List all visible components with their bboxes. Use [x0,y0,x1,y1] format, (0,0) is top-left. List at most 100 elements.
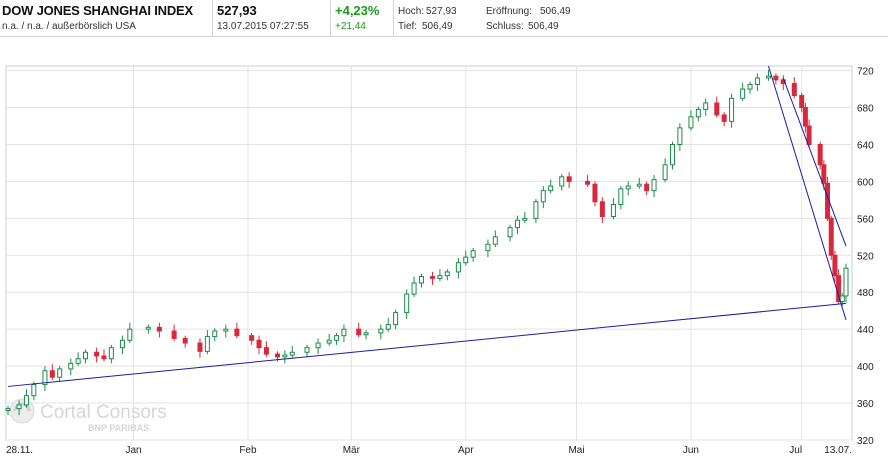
trendline [782,77,847,247]
candle-up [341,328,347,337]
candle-up [540,190,546,203]
candle-down [592,183,598,203]
quote-datetime: 13.07.2015 07:27:55 [217,21,309,32]
candle-up [677,127,683,145]
candle-up [83,351,89,360]
candle-up [16,404,22,410]
candle-down [356,328,362,336]
price-cell: 527,93 13.07.2015 07:27:55 [213,0,331,36]
y-tick-label: 320 [857,436,874,447]
x-tick-label: Feb [239,445,257,456]
candle-up [75,358,81,364]
candle-up [31,384,37,397]
plot-area [5,65,853,441]
open-value: 506,49 [540,6,571,17]
candle-up [669,143,675,166]
y-tick-label: 600 [857,177,874,188]
watermark-line1: Cortal Consors [40,402,167,423]
y-tick-label: 680 [857,104,874,115]
y-tick-label: 440 [857,325,874,336]
candle-up [437,275,443,279]
candle-up [507,227,513,238]
candle-down [799,95,805,109]
open-label: Eröffnung: [486,6,532,17]
candle-down [256,339,262,349]
x-tick-label: Mär [343,445,361,456]
candle-down [832,254,838,277]
x-tick-label: Jan [125,445,141,456]
candle-up [765,75,771,79]
candle-up [393,312,399,326]
candle-up [688,116,694,129]
candle-down [274,353,280,358]
trendlines [7,65,847,387]
candle-up [695,108,701,118]
candle-up [289,351,295,356]
candle-down [566,176,572,182]
candle-down [585,180,591,185]
y-tick-label: 400 [857,362,874,373]
candle-down [780,79,786,85]
candle-up [282,354,288,358]
y-tick-label: 520 [857,251,874,262]
trendline [767,65,847,321]
candle-up [729,97,735,122]
candle-up [108,347,114,360]
x-tick-label: 28.11. [6,445,33,456]
candle-down [828,217,834,256]
candle-up [444,271,450,277]
candle-up [418,276,424,284]
candle-down [197,342,203,352]
price-chart: Cortal Consors BNP PARIBAS 320 360 400 440 4… [5,65,874,456]
candle-down [817,143,823,166]
candle-up [610,204,616,218]
candle-up [378,328,384,334]
candle-down [802,107,808,127]
candle-up [363,332,369,336]
high-label: Hoch: [398,6,425,17]
candle-up [625,185,631,190]
y-tick-label: 640 [857,140,874,151]
candle-up [57,368,63,378]
candle-up [470,250,476,258]
candle-up [651,179,657,192]
candle-down [599,201,605,218]
y-tick-label: 560 [857,214,874,225]
last-price: 527,93 [217,3,257,18]
instrument-title: DOW JONES SHANGHAI INDEX [2,3,193,18]
instrument-cell: DOW JONES SHANGHAI INDEX n.a. / n.a. / a… [0,0,213,36]
candle-up [212,330,218,338]
candle-up [68,362,74,370]
close-label: Schluss: [486,21,524,32]
candle-down [156,326,162,332]
x-axis: 28.11. Jan Feb Mär Apr Mai Jun Jul 13.07. [6,445,852,456]
close-value: 506,49 [528,21,559,32]
low-label: Tief: [398,21,418,32]
change-cell: +4,23% +21,44 [331,0,394,36]
candle-up [223,328,229,332]
candle-down [249,335,255,341]
stats-cell: Hoch: 527,93 Eröffnung: 506,49 Tief: 506… [394,0,694,36]
candle-up [5,408,11,411]
y-tick-label: 720 [857,67,874,78]
candle-up [492,236,498,245]
grid [6,66,852,441]
candle-up [533,201,539,219]
candle-up [127,328,133,341]
candle-up [618,188,624,206]
x-tick-label: Jun [683,445,699,456]
quote-header: DOW JONES SHANGHAI INDEX n.a. / n.a. / a… [0,0,888,37]
y-tick-label: 360 [857,399,874,410]
candles [5,69,849,416]
candle-down [94,351,100,357]
logo-swoosh-icon [13,402,31,412]
x-tick-label: Jul [789,445,802,456]
candle-up [839,295,845,302]
candle-up [455,262,461,273]
candle-up [843,267,849,297]
candle-down [234,328,240,337]
candle-up [304,347,310,353]
candle-up [404,293,410,314]
candle-down [263,347,269,355]
candle-down [430,276,436,279]
